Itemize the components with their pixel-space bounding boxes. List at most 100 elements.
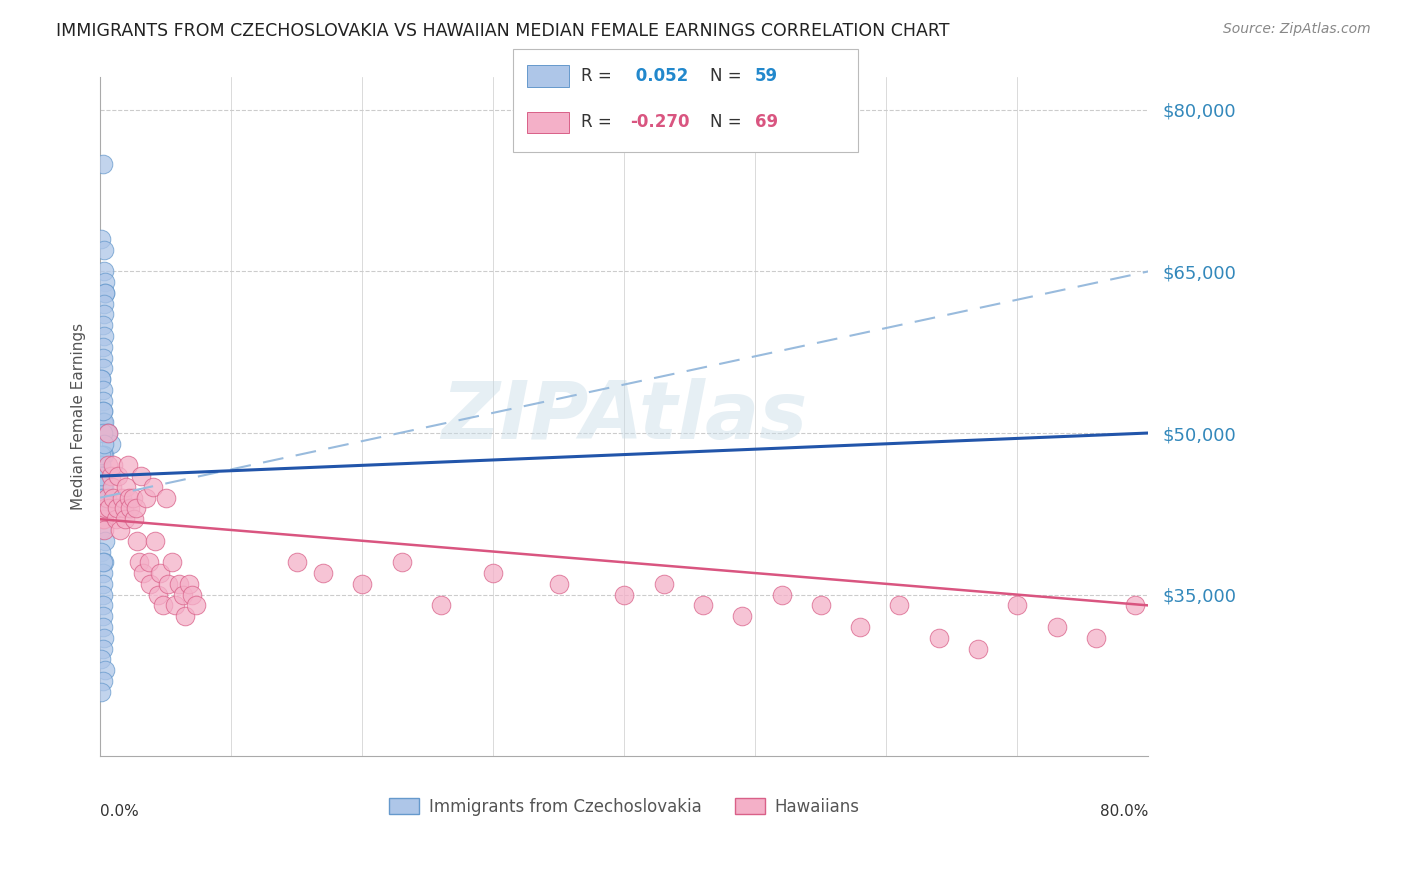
Point xyxy=(1046,620,1069,634)
Point xyxy=(91,609,114,624)
Point xyxy=(90,469,112,483)
Point xyxy=(122,512,145,526)
Text: R =: R = xyxy=(581,67,612,85)
Point xyxy=(93,264,115,278)
Point xyxy=(430,599,453,613)
Point xyxy=(93,243,115,257)
Point xyxy=(90,372,112,386)
Text: -0.270: -0.270 xyxy=(630,113,689,131)
Point xyxy=(810,599,832,613)
Point xyxy=(91,469,114,483)
Point xyxy=(157,577,180,591)
Point xyxy=(122,491,145,505)
Point xyxy=(849,620,872,634)
Point xyxy=(770,588,793,602)
Point xyxy=(91,566,114,580)
Point xyxy=(91,641,114,656)
Point xyxy=(90,523,112,537)
Point xyxy=(97,425,120,440)
Point xyxy=(90,448,112,462)
Point xyxy=(93,448,115,462)
Point xyxy=(155,491,177,505)
Text: 0.0%: 0.0% xyxy=(100,804,139,819)
Point xyxy=(613,588,636,602)
Point xyxy=(128,555,150,569)
Point xyxy=(100,437,122,451)
Point xyxy=(91,415,114,429)
Point xyxy=(547,577,569,591)
Point xyxy=(179,577,201,591)
Point xyxy=(93,329,115,343)
Point xyxy=(91,393,114,408)
Point xyxy=(93,555,115,569)
Text: R =: R = xyxy=(581,113,612,131)
Point xyxy=(90,684,112,698)
Point xyxy=(90,501,112,516)
Point xyxy=(103,458,125,473)
Point xyxy=(1085,631,1108,645)
Point xyxy=(141,480,163,494)
Point xyxy=(101,480,124,494)
Legend: Immigrants from Czechoslovakia, Hawaiians: Immigrants from Czechoslovakia, Hawaiian… xyxy=(382,791,866,822)
Point xyxy=(94,275,117,289)
Point xyxy=(94,663,117,677)
Point xyxy=(90,372,112,386)
Point xyxy=(93,631,115,645)
Text: Source: ZipAtlas.com: Source: ZipAtlas.com xyxy=(1223,22,1371,37)
Point xyxy=(285,555,308,569)
Point xyxy=(93,523,115,537)
Point xyxy=(91,340,114,354)
Y-axis label: Median Female Earnings: Median Female Earnings xyxy=(72,323,86,510)
Point xyxy=(160,555,183,569)
Point xyxy=(90,469,112,483)
Point xyxy=(115,480,138,494)
Point xyxy=(174,609,197,624)
Point xyxy=(163,599,186,613)
Point xyxy=(94,285,117,300)
Point xyxy=(91,620,114,634)
Point xyxy=(91,512,114,526)
Point xyxy=(91,156,114,170)
Text: 69: 69 xyxy=(755,113,778,131)
Point xyxy=(104,512,127,526)
Point xyxy=(91,673,114,688)
Point xyxy=(91,383,114,397)
Point xyxy=(129,469,152,483)
Point xyxy=(91,404,114,418)
Point xyxy=(97,458,120,473)
Text: ZIPAtlas: ZIPAtlas xyxy=(441,378,807,456)
Point xyxy=(91,555,114,569)
Point xyxy=(91,448,114,462)
Point xyxy=(91,599,114,613)
Point xyxy=(928,631,950,645)
Point xyxy=(90,458,112,473)
Point xyxy=(94,501,117,516)
Point xyxy=(91,361,114,376)
Point xyxy=(112,501,135,516)
Point xyxy=(143,533,166,548)
Point xyxy=(1125,599,1147,613)
Point xyxy=(118,491,141,505)
Point xyxy=(114,512,136,526)
Point xyxy=(90,652,112,666)
Point xyxy=(91,318,114,333)
Point xyxy=(91,491,114,505)
Point xyxy=(91,480,114,494)
Point xyxy=(184,599,207,613)
Point xyxy=(91,425,114,440)
Point xyxy=(93,415,115,429)
Point xyxy=(149,566,172,580)
Point xyxy=(652,577,675,591)
Point xyxy=(96,491,118,505)
Point xyxy=(731,609,754,624)
Point xyxy=(90,544,112,558)
Point xyxy=(125,533,148,548)
Point xyxy=(124,501,146,516)
Point xyxy=(91,588,114,602)
Point xyxy=(167,577,190,591)
Point xyxy=(352,577,374,591)
Point xyxy=(98,501,121,516)
Point xyxy=(139,577,162,591)
Text: N =: N = xyxy=(710,67,741,85)
Point xyxy=(90,458,112,473)
